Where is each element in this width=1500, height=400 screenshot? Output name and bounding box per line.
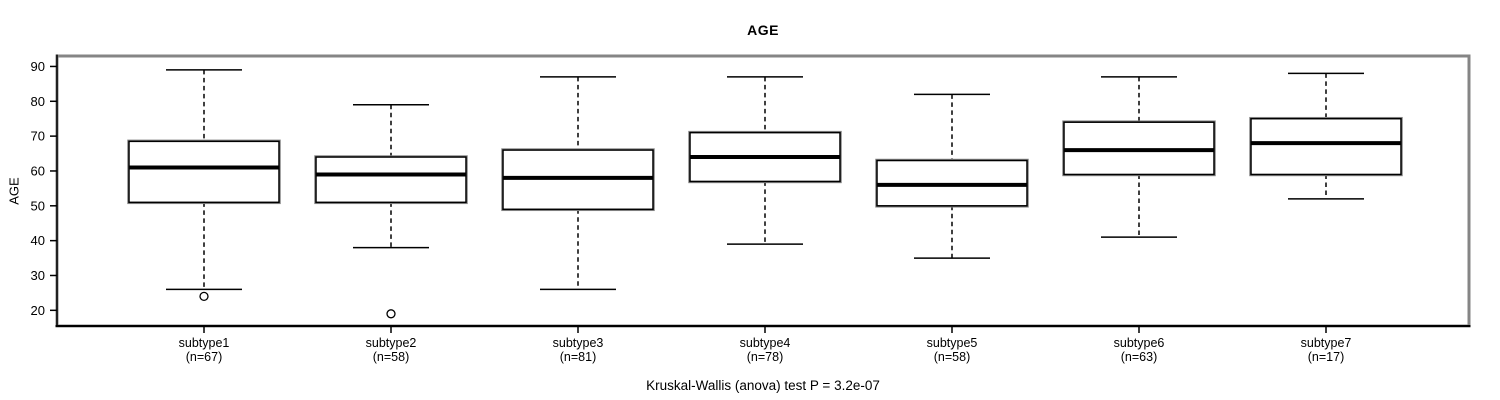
outlier-point [386,309,396,319]
x-axis-category-label: subtype3 [553,336,604,350]
x-axis-count-label: (n=58) [934,350,970,364]
x-axis-category-label: subtype6 [1114,336,1165,350]
x-axis-category-label: subtype5 [927,336,978,350]
chart-title: AGE [747,22,779,38]
x-axis-count-label: (n=78) [747,350,783,364]
x-axis-count-label: (n=17) [1308,350,1344,364]
stat-test-caption: Kruskal-Wallis (anova) test P = 3.2e-07 [646,378,880,393]
boxplot-group-subtype2 [314,104,468,319]
boxplot-group-subtype7 [1249,72,1403,200]
box-rect [128,140,280,204]
x-axis-count-label: (n=67) [186,350,222,364]
y-tick-label: 50 [31,198,45,213]
y-tick-label: 70 [31,129,45,144]
boxplot-group-subtype4 [688,76,842,245]
boxplot-group-subtype6 [1062,76,1216,238]
x-axis-count-label: (n=58) [373,350,409,364]
y-tick-label: 20 [31,303,45,318]
x-axis-category-label: subtype4 [740,336,791,350]
box-rect [1250,117,1402,176]
boxplot-group-subtype5 [875,93,1029,259]
x-axis-count-label: (n=63) [1121,350,1157,364]
x-axis-category-label: subtype2 [366,336,417,350]
y-tick-label: 80 [31,94,45,109]
y-tick-label: 60 [31,163,45,178]
x-axis-count-label: (n=81) [560,350,596,364]
boxplot-group-subtype3 [501,76,655,291]
x-axis-category-label: subtype1 [179,336,230,350]
y-axis-label: AGE [6,177,22,205]
boxplot-group-subtype1 [127,69,281,302]
box-rect [315,156,467,204]
y-tick-label: 40 [31,233,45,248]
y-tick-label: 90 [31,59,45,74]
x-axis-category-label: subtype7 [1301,336,1352,350]
y-tick-label: 30 [31,268,45,283]
outlier-point [199,291,209,302]
